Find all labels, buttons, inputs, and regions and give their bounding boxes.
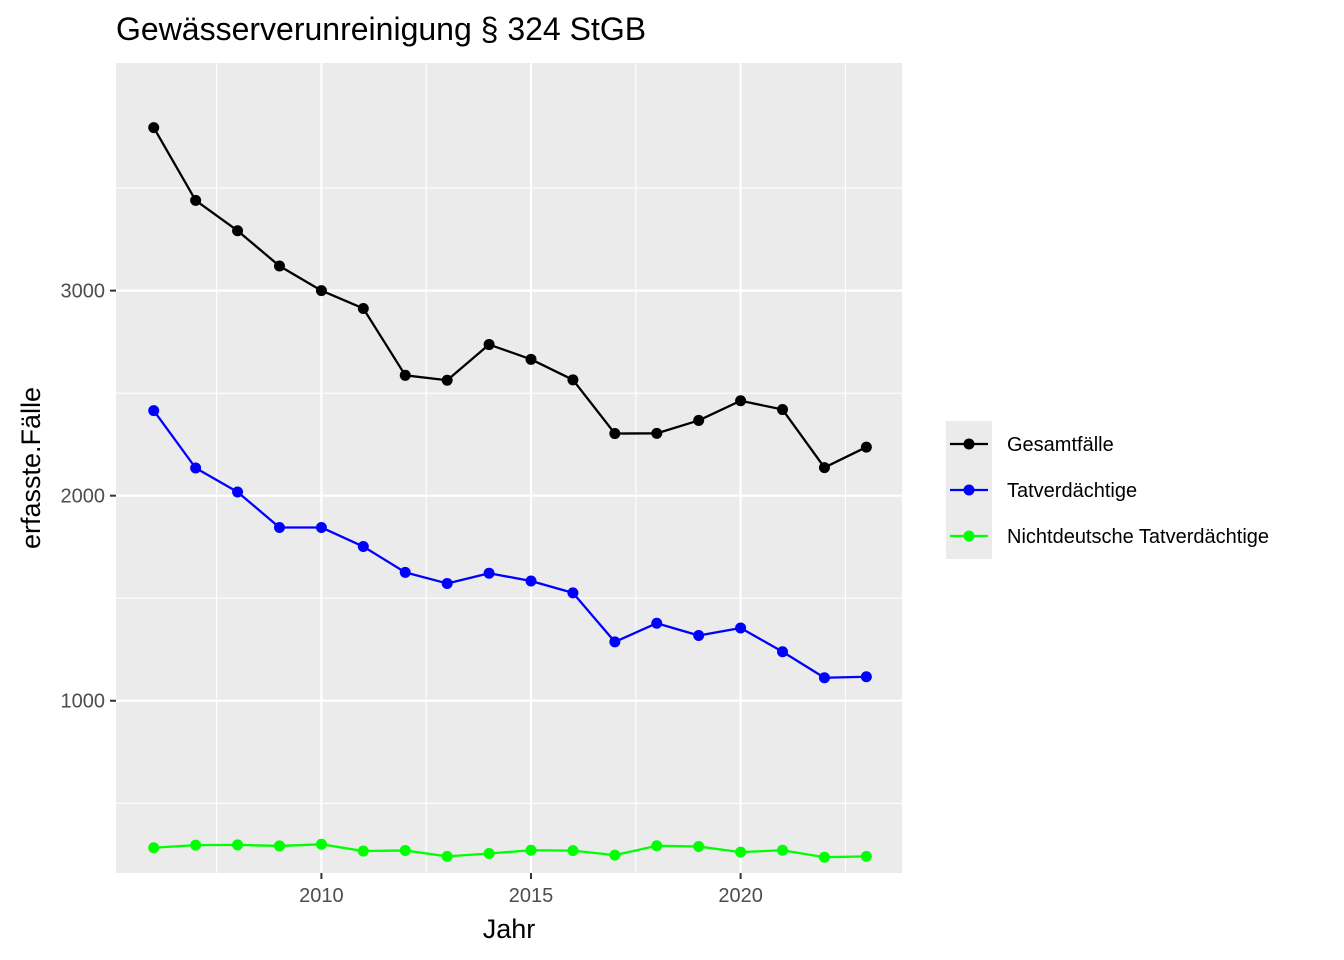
- data-point: [190, 194, 202, 206]
- legend-label: Nichtdeutsche Tatverdächtige: [1007, 526, 1269, 548]
- data-point: [190, 462, 202, 474]
- data-point: [818, 462, 830, 474]
- data-point: [399, 566, 411, 578]
- x-tick-label: 2010: [299, 885, 344, 907]
- data-point: [232, 486, 244, 498]
- data-point: [148, 842, 160, 854]
- data-point: [693, 841, 705, 853]
- data-point: [483, 567, 495, 579]
- data-point: [651, 427, 663, 439]
- data-point: [441, 577, 453, 589]
- data-point: [273, 840, 285, 852]
- data-point: [273, 260, 285, 272]
- minor-gridlines: [116, 63, 902, 873]
- series-line-3: [153, 843, 867, 859]
- data-point: [148, 405, 160, 417]
- data-point: [567, 587, 579, 599]
- x-tick-label: 2020: [718, 885, 763, 907]
- data-point: [483, 848, 495, 860]
- data-point: [399, 369, 411, 381]
- legend-key-point: [963, 530, 975, 542]
- data-point: [441, 374, 453, 386]
- x-axis-title: Jahr: [483, 914, 536, 944]
- data-point: [315, 521, 327, 533]
- data-point: [860, 441, 872, 453]
- y-tick-label: 2000: [61, 486, 106, 508]
- legend: Gesamtfälle Tatverdächtige Nichtdeutsche T…: [946, 421, 1269, 559]
- data-point: [777, 646, 789, 658]
- data-point: [609, 849, 621, 861]
- data-point: [777, 844, 789, 856]
- major-gridlines: [116, 63, 902, 873]
- y-tick-label: 3000: [61, 281, 106, 303]
- x-axis: 2010 2015 2020: [299, 873, 763, 907]
- data-point: [777, 404, 789, 416]
- y-axis: 1000 2000 3000: [61, 281, 116, 713]
- plot-panel: [116, 63, 902, 873]
- data-point: [567, 845, 579, 857]
- data-point: [818, 672, 830, 684]
- data-point: [735, 846, 747, 858]
- data-point: [609, 636, 621, 648]
- legend-label: Gesamtfälle: [1007, 434, 1114, 456]
- data-point: [441, 850, 453, 862]
- data-point: [148, 122, 160, 134]
- y-axis-title: erfasste.Fälle: [16, 387, 46, 549]
- data-point: [818, 851, 830, 863]
- x-tick-label: 2015: [509, 885, 554, 907]
- data-point: [735, 395, 747, 407]
- data-point: [357, 541, 369, 553]
- data-point: [651, 840, 663, 852]
- data-point: [693, 630, 705, 642]
- data-point: [525, 844, 537, 856]
- data-point: [609, 428, 621, 440]
- data-point: [525, 575, 537, 587]
- data-point: [190, 839, 202, 851]
- data-point: [567, 374, 579, 386]
- data-point: [232, 839, 244, 851]
- legend-label: Tatverdächtige: [1007, 480, 1137, 502]
- legend-key-point: [963, 484, 975, 496]
- legend-key-point: [963, 438, 975, 450]
- series-line-2: [152, 409, 867, 679]
- data-point: [315, 838, 327, 850]
- data-point: [693, 414, 705, 426]
- data-point: [273, 521, 285, 533]
- chart-title: Gewässerverunreinigung § 324 StGB: [116, 11, 646, 47]
- data-point: [315, 285, 327, 297]
- data-point: [399, 844, 411, 856]
- data-point: [860, 671, 872, 683]
- data-point: [232, 225, 244, 237]
- data-point: [651, 617, 663, 629]
- data-point: [860, 850, 872, 862]
- data-point: [357, 302, 369, 314]
- series-line-1: [152, 127, 867, 469]
- y-tick-label: 1000: [61, 691, 106, 713]
- data-point: [483, 339, 495, 351]
- data-point: [525, 353, 537, 365]
- data-point: [357, 845, 369, 857]
- series-layer: [148, 122, 872, 863]
- data-point: [735, 622, 747, 634]
